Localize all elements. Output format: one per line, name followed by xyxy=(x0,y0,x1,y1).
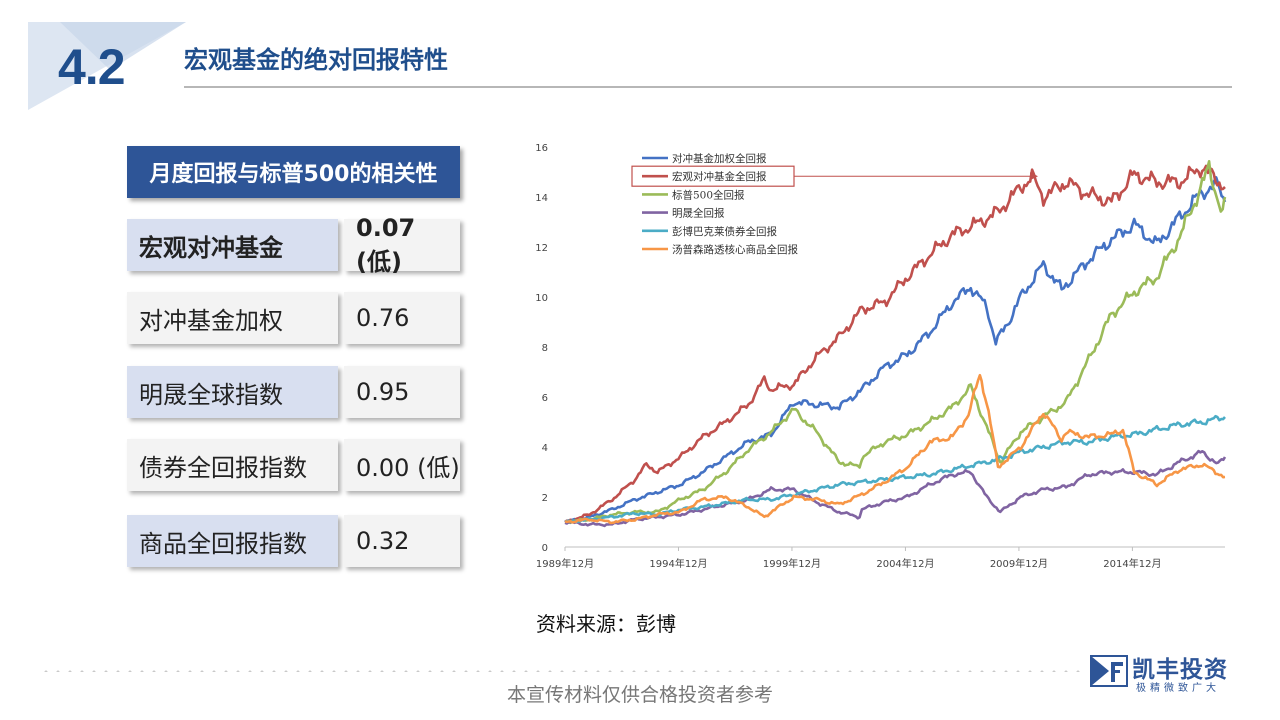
table-row-value: 0.32 xyxy=(344,515,460,567)
y-tick-label: 12 xyxy=(535,243,548,254)
legend-label: 宏观对冲基金全回报 xyxy=(672,170,767,183)
table-row-value: 0.76 xyxy=(344,292,460,344)
y-tick-label: 10 xyxy=(535,293,548,304)
x-tick-label: 2004年12月 xyxy=(876,557,934,570)
series-line xyxy=(564,160,1227,525)
legend-label: 对冲基金加权全回报 xyxy=(672,152,767,165)
section-number: 4.2 xyxy=(58,39,126,95)
line-chart: 0 2 4 6 8 10 12 14 16 1989年12月 1994年12月 1999年12月 200… xyxy=(535,143,1227,570)
legend-label: 汤普森路透核心商品全回报 xyxy=(672,243,798,256)
series-line xyxy=(564,414,1226,523)
series-line xyxy=(564,449,1227,528)
table-row-name: 债券全回报指数 xyxy=(127,439,338,491)
table-header: 月度回报与标普500的相关性 xyxy=(127,146,460,198)
y-tick-label: 14 xyxy=(535,193,548,204)
y-tick-label: 4 xyxy=(542,443,548,454)
legend-label: 标普500全回报 xyxy=(672,188,745,201)
legend-label: 明晟全回报 xyxy=(672,207,725,220)
x-tick-label: 2009年12月 xyxy=(990,557,1048,570)
company-logo-name: 凯丰投资 xyxy=(1132,657,1228,683)
footer-dotted-divider xyxy=(40,670,1080,672)
table-row-value: 0.00 (低) xyxy=(344,439,460,491)
x-tick-label: 2014年12月 xyxy=(1103,557,1161,570)
source-note: 资料来源：彭博 xyxy=(536,612,676,636)
company-logo-icon xyxy=(1090,655,1128,687)
company-slogan: 极精微致广大 xyxy=(1136,683,1220,694)
table-row-name: 宏观对冲基金 xyxy=(127,219,338,271)
y-tick-label: 2 xyxy=(542,493,548,504)
x-tick-label: 1989年12月 xyxy=(536,557,594,570)
table-row-value: 0.07 (低) xyxy=(344,214,460,276)
series-line xyxy=(564,164,1226,523)
x-tick-label: 1994年12月 xyxy=(649,557,707,570)
series-line xyxy=(564,176,1227,524)
highlight-arrow-head xyxy=(1030,172,1038,181)
y-tick-label: 16 xyxy=(535,143,548,154)
y-tick-label: 8 xyxy=(542,343,548,354)
disclaimer-text: 本宣传材料仅供合格投资者参考 xyxy=(506,684,773,706)
table-row-name: 商品全回报指数 xyxy=(127,515,338,567)
legend-label: 彭博巴克莱债券全回报 xyxy=(672,225,777,238)
page-title: 宏观基金的绝对回报特性 xyxy=(184,46,448,74)
table-row-name: 明晟全球指数 xyxy=(127,366,338,418)
x-tick-label: 1999年12月 xyxy=(763,557,821,570)
title-divider xyxy=(184,86,1232,88)
table-row-name: 对冲基金加权 xyxy=(127,292,338,344)
corner-decoration xyxy=(28,22,186,110)
y-tick-label: 6 xyxy=(542,393,548,404)
table-row-value: 0.95 xyxy=(344,366,460,418)
series-line xyxy=(564,373,1226,525)
y-tick-label: 0 xyxy=(542,543,548,554)
